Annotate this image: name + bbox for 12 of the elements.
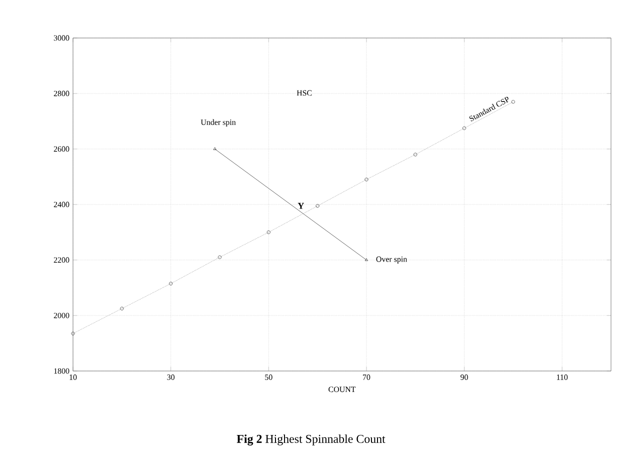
point: [169, 282, 173, 286]
point: [266, 230, 270, 234]
point: [414, 152, 418, 156]
point: [316, 204, 320, 208]
point: [511, 100, 515, 104]
point: [462, 126, 466, 130]
point: [218, 255, 222, 260]
point: [364, 178, 368, 182]
annotation: Y: [298, 202, 304, 209]
text: Fig 2 Highest Spinnable Count: [236, 434, 386, 446]
point: [71, 332, 75, 336]
point: [120, 306, 124, 310]
